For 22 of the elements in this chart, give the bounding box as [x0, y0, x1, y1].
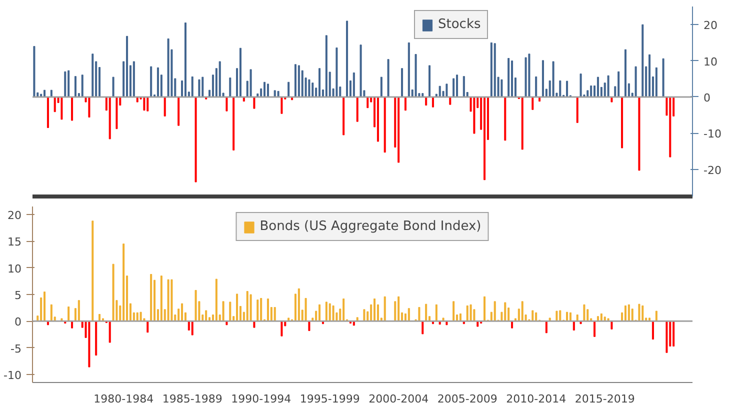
y-tick-label: 10 — [704, 55, 718, 68]
y-tick-label: -20 — [704, 164, 722, 177]
y-tick-label: 15 — [8, 236, 22, 249]
y-tick-label: -10 — [704, 128, 722, 141]
y-tick-label: 5 — [14, 289, 22, 302]
x-tick-label: 2000-2004 — [368, 392, 429, 406]
y-tick-label: 10 — [8, 262, 22, 276]
y-tick-label: -5 — [10, 342, 22, 356]
legend-label: Bonds (US Aggregate Bond Index) — [260, 219, 482, 234]
x-tick-label: 1985-1989 — [162, 392, 222, 406]
y-tick-label: 20 — [704, 19, 718, 32]
x-tick-label: 1990-1994 — [231, 392, 292, 406]
x-tick-label: 1995-1999 — [300, 392, 360, 406]
y-tick-label: 0 — [14, 316, 22, 329]
y-tick-label: -10 — [4, 369, 22, 382]
x-tick-label: 2005-2009 — [437, 392, 498, 406]
x-tick-label: 1980-1984 — [94, 392, 154, 406]
y-tick-label: 20 — [8, 209, 22, 222]
legend-label: Stocks — [438, 17, 481, 32]
y-tick-label: 0 — [704, 91, 710, 104]
x-tick-label: 2015-2019 — [574, 392, 635, 406]
x-tick-label: 2010-2014 — [506, 392, 566, 406]
